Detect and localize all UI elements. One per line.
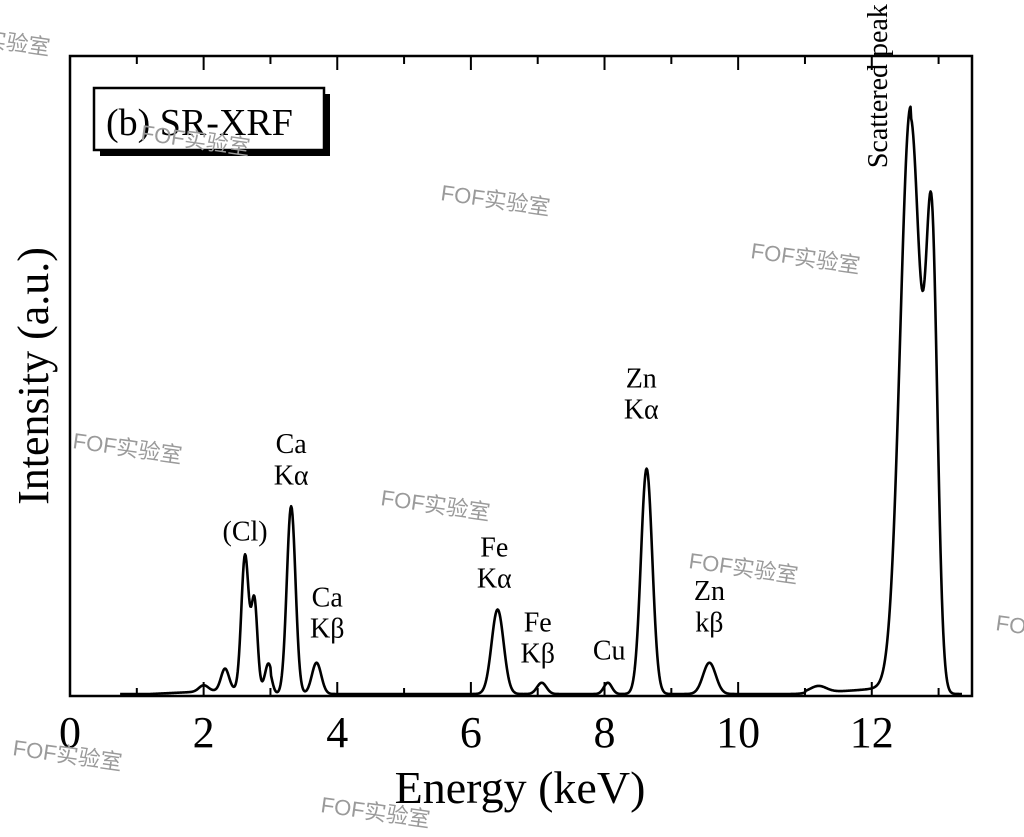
- peak-annotation: Fe: [524, 607, 552, 638]
- peak-annotation: Cu: [593, 636, 626, 667]
- y-axis-label: Intensity (a.u.): [9, 247, 58, 505]
- peak-annotation: Ca: [276, 429, 308, 460]
- peak-annotation: Kβ: [310, 614, 344, 645]
- peak-annotation: Kα: [274, 460, 309, 491]
- watermark-text: FOF实验室: [0, 20, 52, 60]
- x-tick-label: 2: [193, 708, 215, 757]
- peak-annotation: Kβ: [520, 639, 554, 670]
- panel-label-frame: [92, 86, 326, 152]
- watermark-text: FOF实验室: [439, 180, 551, 220]
- panel-label: (b) SR-XRF: [106, 102, 293, 144]
- scattered-peak-annotation: Scattered peak: [863, 4, 894, 168]
- x-tick-label: 12: [850, 708, 894, 757]
- watermark-text: FOF实验室: [379, 485, 491, 525]
- peak-annotation: Kα: [624, 395, 659, 426]
- plot-frame: [68, 54, 974, 698]
- x-tick-labels: 0 2 4 6 8 10 12: [59, 708, 894, 757]
- peak-annotation: Kα: [477, 564, 512, 595]
- peak-annotation: Zn: [626, 363, 657, 394]
- x-tick-label: 6: [460, 708, 482, 757]
- x-tick-label: 0: [59, 708, 81, 757]
- peak-annotation: Fe: [480, 532, 508, 563]
- watermark-text: FOF实验室: [749, 238, 861, 278]
- panel-label-box: (b) SR-XRF: [92, 86, 330, 156]
- x-tick-label: 8: [594, 708, 616, 757]
- peak-annotation: Ca: [312, 582, 344, 613]
- peak-annotation: kβ: [695, 607, 723, 638]
- watermark-text: FOF实验室: [71, 428, 183, 468]
- watermark-text: FOF实验室: [994, 610, 1024, 650]
- peak-annotation: Zn: [694, 576, 725, 607]
- plot-frame-layer: [68, 54, 974, 698]
- peak-annotation: (Cl): [223, 517, 268, 548]
- x-axis-label: Energy (keV): [395, 762, 646, 813]
- x-tick-label: 4: [326, 708, 348, 757]
- x-tick-label: 10: [716, 708, 760, 757]
- spectrum-line: [119, 105, 963, 696]
